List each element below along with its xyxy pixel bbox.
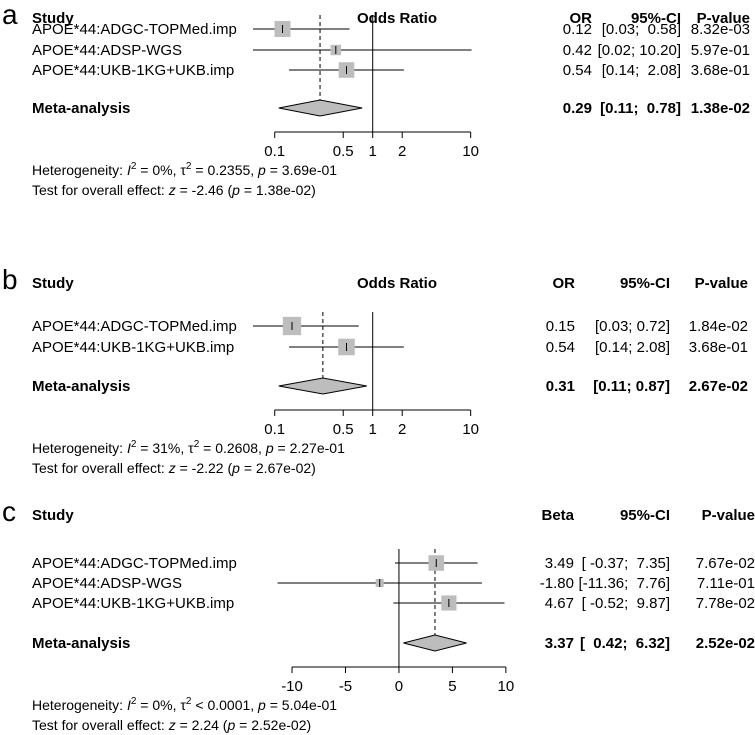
panel-a-header-effect: OR [570, 10, 593, 27]
panel-c-header-study: Study [32, 507, 74, 524]
panel-a-meta-name: Meta-analysis [32, 100, 130, 117]
panel-c-study-name: APOE*44:ADGC-TOPMed.imp [32, 555, 237, 572]
panel-b-study-effect: 0.54 [546, 339, 575, 356]
panel-b-study-name: APOE*44:ADGC-TOPMed.imp [32, 318, 237, 335]
panel-c-meta-p: 2.52e-02 [696, 635, 755, 652]
panel-a-overall-effect: Test for overall effect: z = -2.46 (p = … [32, 182, 316, 198]
panel-b-meta-ci: [0.11; 0.87] [593, 378, 670, 395]
panel-b-header-axis-title: Odds Ratio [357, 275, 437, 292]
panel-b-header-effect: OR [553, 275, 576, 292]
panel-a-header-axis-title: Odds Ratio [357, 10, 437, 27]
panel-a-header-p: P-value [697, 10, 750, 27]
panel-b-header-p: P-value [695, 275, 748, 292]
panel-a-study-name: APOE*44:UKB-1KG+UKB.imp [32, 62, 234, 79]
panel-c-x-tick-label: -10 [281, 678, 303, 695]
panel-a-study-ci: [0.02; 10.20] [598, 42, 681, 59]
panel-a-study-p: 5.97e-01 [691, 42, 750, 59]
panel-b-meta-effect: 0.31 [546, 378, 575, 395]
panel-a-x-tick-label: 1 [369, 143, 377, 160]
panel-b-study-name: APOE*44:UKB-1KG+UKB.imp [32, 339, 234, 356]
panel-c-x-tick-label: 5 [448, 678, 456, 695]
panel-b-group [253, 312, 472, 416]
panel-b-study-p: 3.68e-01 [689, 339, 748, 356]
panel-c-x-tick-label: 0 [395, 678, 403, 695]
panel-c-group [277, 549, 507, 673]
panel-c-header-ci: 95%-CI [620, 507, 670, 524]
panel-a-heterogeneity: Heterogeneity: I2 = 0%, τ2 = 0.2355, p =… [32, 161, 337, 178]
panel-a-meta-ci: [0.11; 0.78] [600, 100, 681, 117]
panel-c-header-p: P-value [702, 507, 755, 524]
panel-c-study-name: APOE*44:UKB-1KG+UKB.imp [32, 595, 234, 612]
panel-b-letter: b [2, 264, 18, 295]
panel-c-study-effect: 4.67 [545, 595, 574, 612]
panel-c-meta-effect: 3.37 [545, 635, 574, 652]
panel-a-letter: a [2, 0, 18, 30]
panel-c-study-p: 7.78e-02 [696, 595, 755, 612]
panel-a-header-study: Study [32, 10, 74, 27]
panel-a-study-ci: [0.03; 0.58] [602, 21, 681, 38]
panel-a-x-tick-label: 10 [462, 143, 479, 160]
panel-c-letter: c [2, 496, 16, 527]
panel-a-header-ci: 95%-CI [631, 10, 681, 27]
panel-b-header-study: Study [32, 275, 74, 292]
panel-c-x-tick-label: 10 [498, 678, 515, 695]
panel-b-header-ci: 95%-CI [620, 275, 670, 292]
panel-a-x-tick-label: 0.1 [264, 143, 285, 160]
panel-a-study-p: 8.32e-03 [691, 21, 750, 38]
panel-a-study-name: APOE*44:ADSP-WGS [32, 42, 182, 59]
panel-b-study-ci: [0.03; 0.72] [595, 318, 670, 335]
panel-c-study-ci: [ -0.52; 9.87] [582, 595, 670, 612]
panel-b-x-tick-label: 1 [369, 421, 377, 438]
panel-a-study-name: APOE*44:ADGC-TOPMed.imp [32, 21, 237, 38]
panel-a-x-tick-label: 2 [398, 143, 406, 160]
panel-b-x-tick-label: 10 [462, 421, 479, 438]
panel-b-meta-p: 2.67e-02 [689, 378, 748, 395]
panel-b-meta-name: Meta-analysis [32, 378, 130, 395]
panel-a-study-effect: 0.54 [563, 62, 592, 79]
panel-c-overall-effect: Test for overall effect: z = 2.24 (p = 2… [32, 717, 311, 733]
panel-b-study-effect: 0.15 [546, 318, 575, 335]
panel-c-meta-diamond [403, 634, 467, 652]
panel-c-study-effect: -1.80 [540, 575, 574, 592]
panel-c-study-effect: 3.49 [545, 555, 574, 572]
panel-a-x-tick-label: 0.5 [333, 143, 354, 160]
panel-b-study-p: 1.84e-02 [689, 318, 748, 335]
panel-b-study-ci: [0.14; 2.08] [595, 339, 670, 356]
panel-c-meta-name: Meta-analysis [32, 635, 130, 652]
panel-c-heterogeneity: Heterogeneity: I2 = 0%, τ2 < 0.0001, p =… [32, 696, 337, 713]
panel-a-meta-effect: 0.29 [563, 100, 592, 117]
panel-c-meta-ci: [ 0.42; 6.32] [580, 635, 670, 652]
panel-c-header-effect: Beta [541, 507, 574, 524]
panel-a-study-effect: 0.42 [563, 42, 592, 59]
panel-b-x-tick-label: 0.5 [333, 421, 354, 438]
panel-b-heterogeneity: Heterogeneity: I2 = 31%, τ2 = 0.2608, p … [32, 439, 345, 456]
panel-c-study-ci: [ -0.37; 7.35] [582, 555, 670, 572]
panel-c-x-tick-label: -5 [339, 678, 352, 695]
panel-b-overall-effect: Test for overall effect: z = -2.22 (p = … [32, 460, 316, 476]
panel-a-group [253, 15, 472, 138]
panel-b-meta-diamond [278, 377, 367, 395]
panel-a-study-ci: [0.14; 2.08] [602, 62, 681, 79]
panel-b-x-tick-label: 0.1 [264, 421, 285, 438]
panel-a-study-p: 3.68e-01 [691, 62, 750, 79]
panel-a-meta-diamond [278, 99, 363, 117]
panel-c-study-ci: [-11.36; 7.76] [579, 575, 670, 592]
panel-a-study-effect: 0.12 [563, 21, 592, 38]
panel-b-x-tick-label: 2 [398, 421, 406, 438]
panel-c-study-p: 7.11e-01 [697, 575, 755, 592]
panel-a-meta-p: 1.38e-02 [691, 100, 750, 117]
panel-c-study-name: APOE*44:ADSP-WGS [32, 575, 182, 592]
panel-c-study-p: 7.67e-02 [696, 555, 755, 572]
